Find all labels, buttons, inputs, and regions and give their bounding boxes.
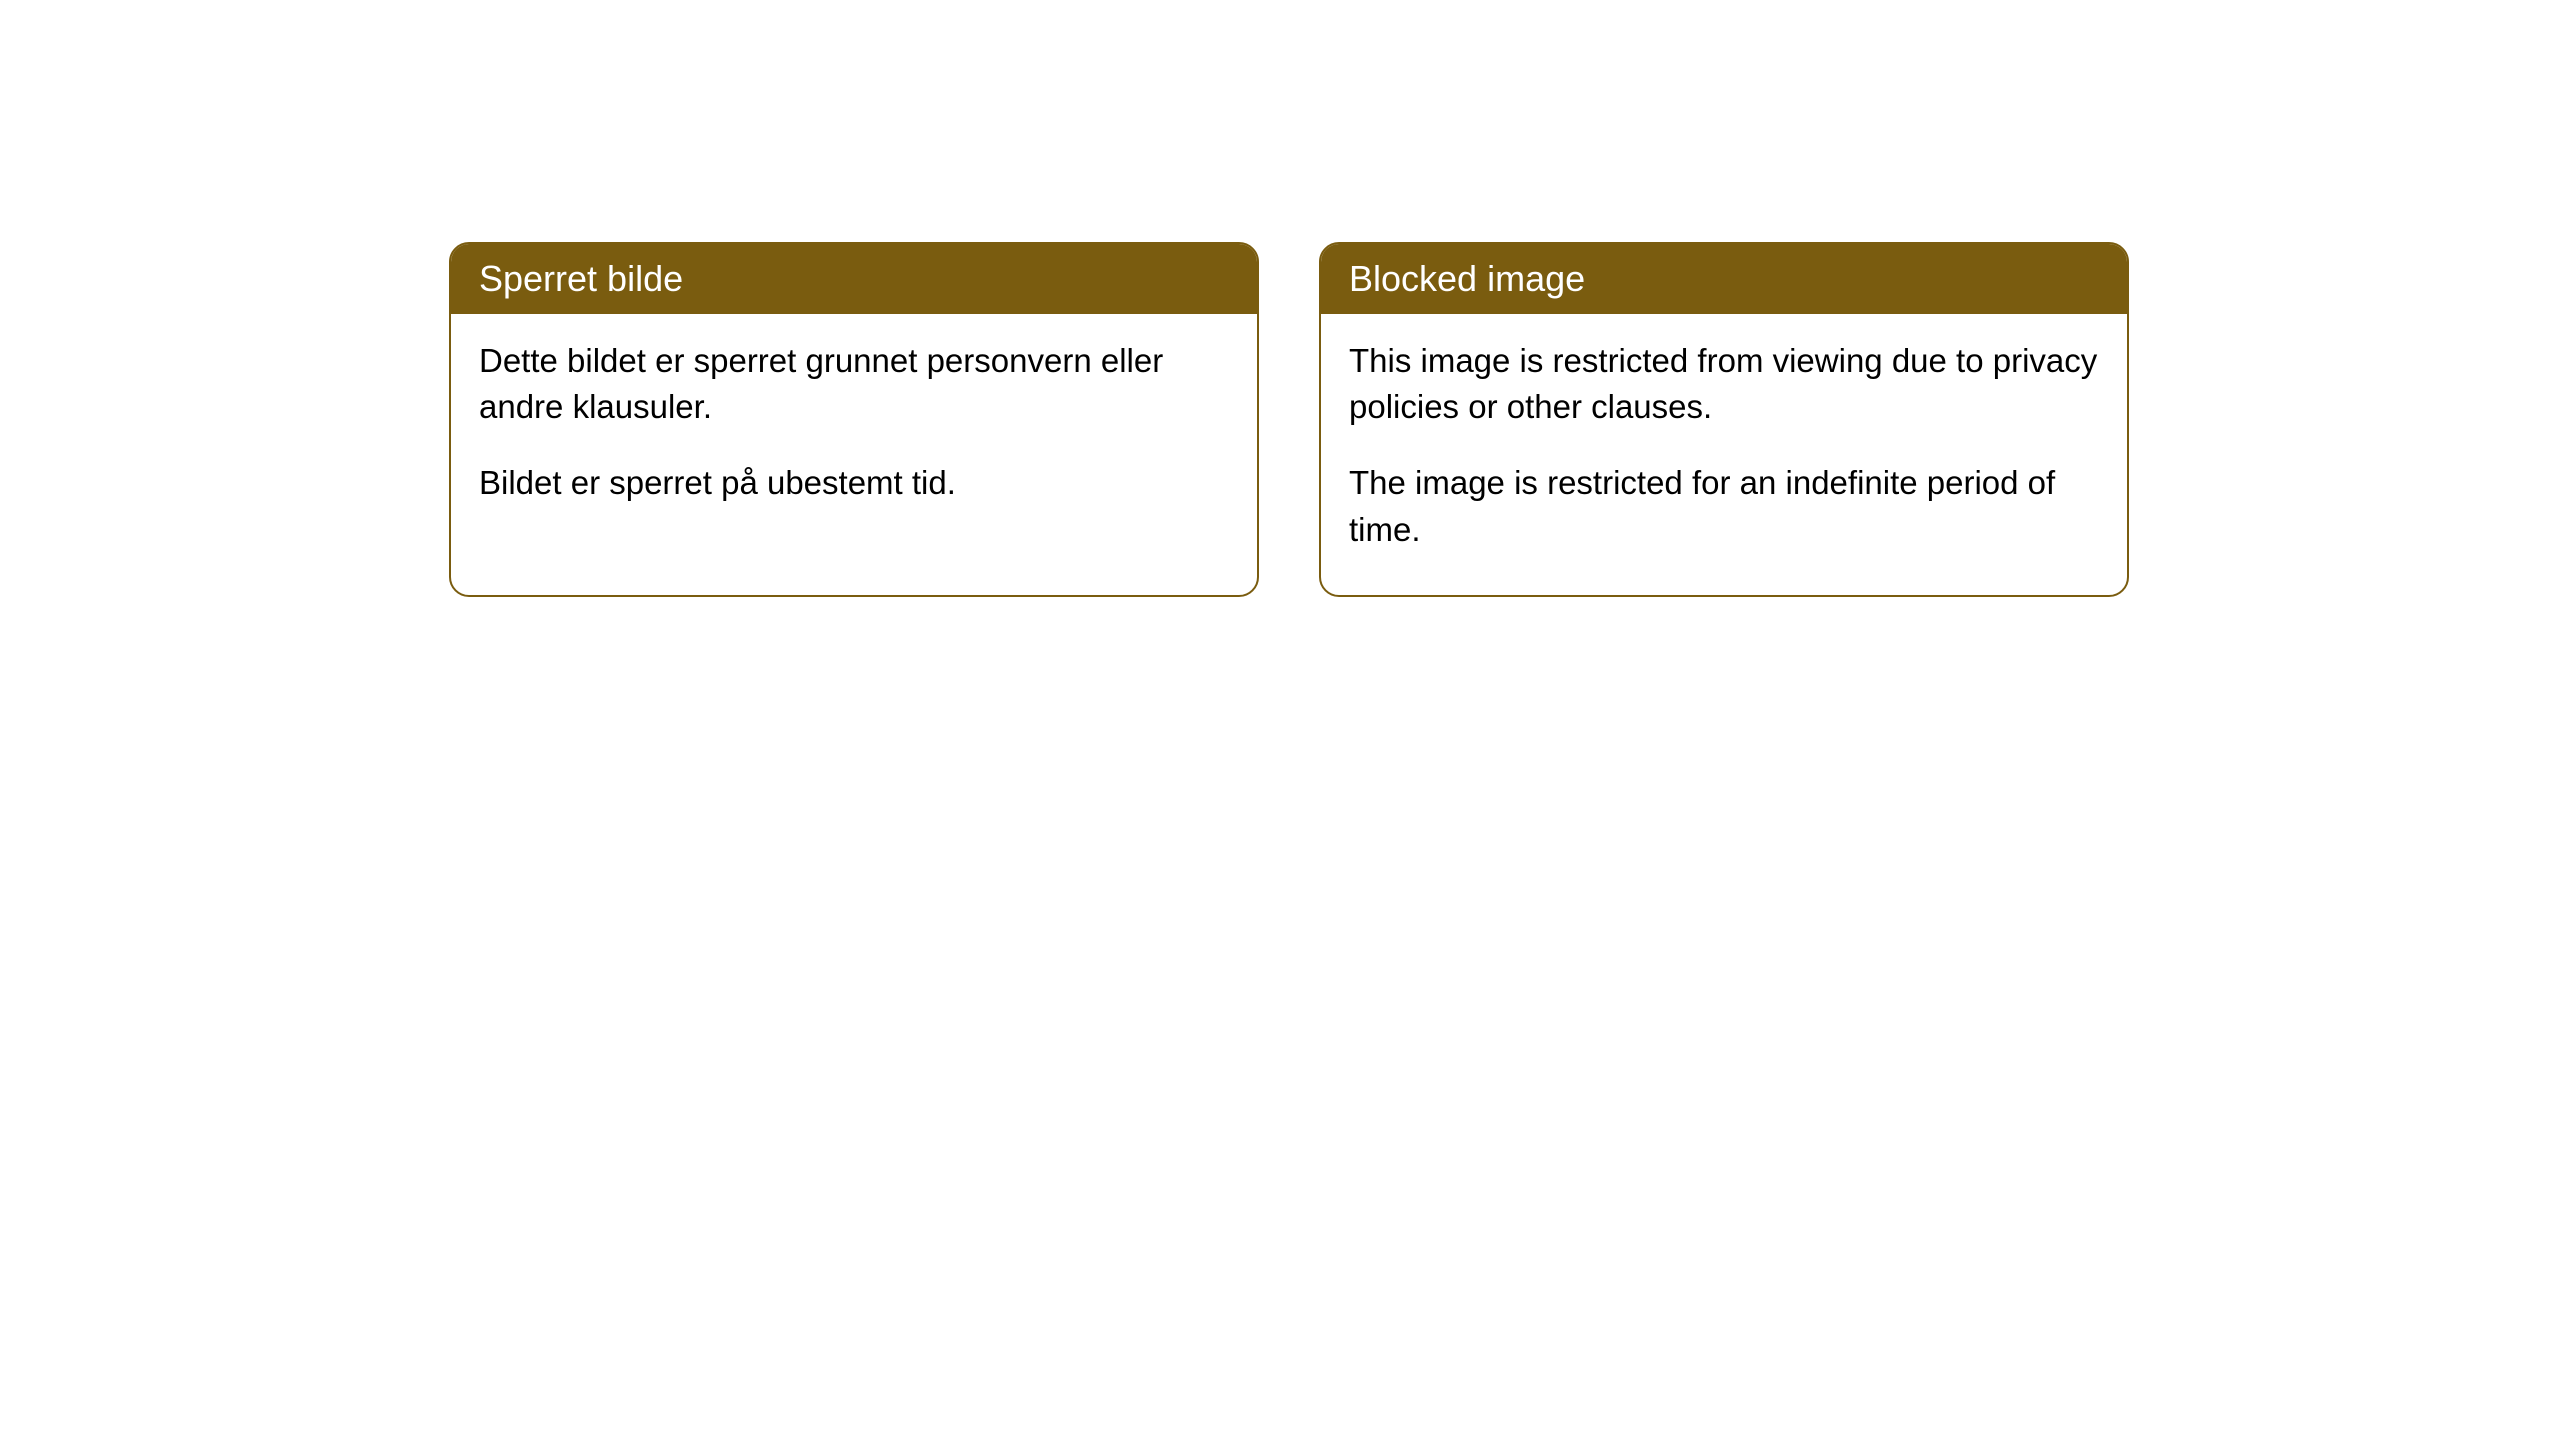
notice-text-line2: The image is restricted for an indefinit… xyxy=(1349,460,2099,552)
notice-text-line1: This image is restricted from viewing du… xyxy=(1349,338,2099,430)
notice-text-line1: Dette bildet er sperret grunnet personve… xyxy=(479,338,1229,430)
notice-header-english: Blocked image xyxy=(1321,244,2127,314)
notice-card-english: Blocked image This image is restricted f… xyxy=(1319,242,2129,597)
notice-body-norwegian: Dette bildet er sperret grunnet personve… xyxy=(451,314,1257,549)
notice-container: Sperret bilde Dette bildet er sperret gr… xyxy=(449,242,2129,597)
notice-card-norwegian: Sperret bilde Dette bildet er sperret gr… xyxy=(449,242,1259,597)
notice-text-line2: Bildet er sperret på ubestemt tid. xyxy=(479,460,1229,506)
notice-body-english: This image is restricted from viewing du… xyxy=(1321,314,2127,595)
notice-header-norwegian: Sperret bilde xyxy=(451,244,1257,314)
